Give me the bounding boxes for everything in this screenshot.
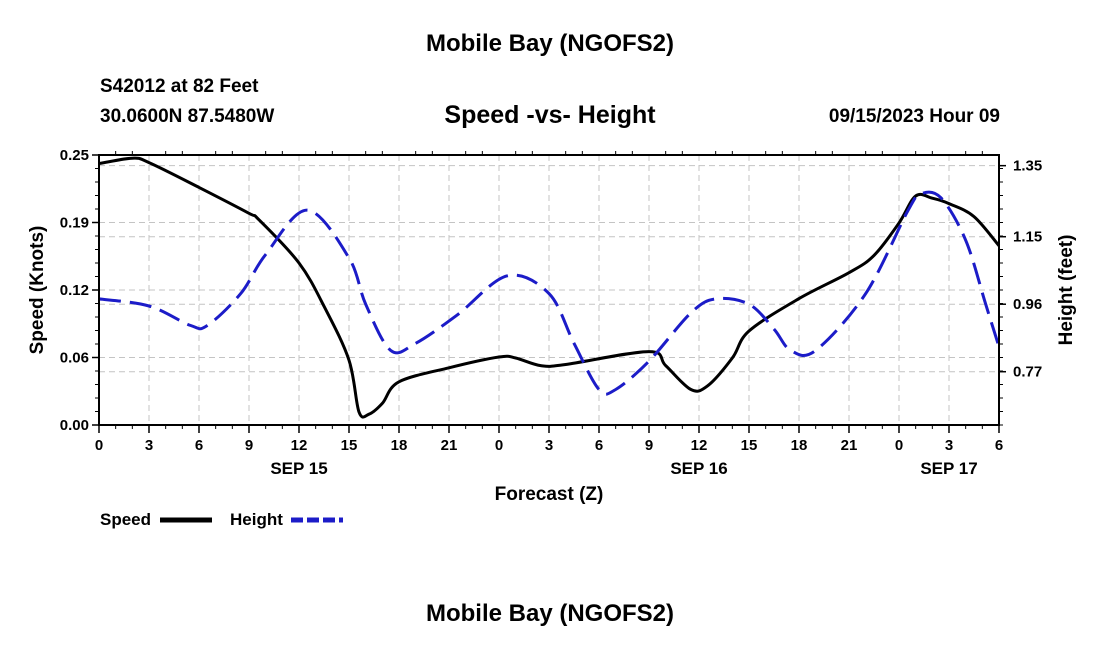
date-label: SEP 15 bbox=[270, 459, 327, 478]
date-label: SEP 17 bbox=[920, 459, 977, 478]
y-axis-right-title: Height (feet) bbox=[1056, 235, 1077, 346]
x-tick-label: 18 bbox=[391, 437, 408, 454]
plot-frame bbox=[98, 154, 1000, 426]
legend-label-speed: Speed bbox=[100, 510, 151, 529]
y-left-tick-label: 0.25 bbox=[60, 147, 89, 164]
x-tick-label: 3 bbox=[945, 437, 953, 454]
x-axis-title: Forecast (Z) bbox=[495, 484, 604, 505]
axis-labels: 0 3 6 9 12 15 18 21 0 3 6 9 12 15 18 21 0 3 6 SEP 15 SEP 16 S… bbox=[60, 147, 1042, 478]
series-line-speed bbox=[98, 156, 1001, 419]
x-tick-label: 9 bbox=[645, 437, 653, 454]
x-tick-label: 6 bbox=[995, 437, 1003, 454]
grid bbox=[99, 155, 999, 425]
x-tick-label: 0 bbox=[95, 437, 103, 454]
y-left-tick-label: 0.12 bbox=[60, 282, 89, 299]
x-tick-label: 15 bbox=[741, 437, 758, 454]
x-tick-label: 6 bbox=[595, 437, 603, 454]
station-label: S42012 at 82 Feet bbox=[100, 76, 259, 97]
x-tick-label: 0 bbox=[895, 437, 903, 454]
legend: Speed Height bbox=[100, 510, 343, 529]
y-left-tick-label: 0.00 bbox=[60, 417, 89, 434]
x-tick-label: 6 bbox=[195, 437, 203, 454]
x-tick-label: 0 bbox=[495, 437, 503, 454]
y-left-tick-label: 0.06 bbox=[60, 350, 89, 367]
y-axis-left-title: Speed (Knots) bbox=[27, 226, 48, 355]
x-tick-label: 12 bbox=[691, 437, 708, 454]
x-tick-label: 21 bbox=[841, 437, 858, 454]
footer-title: Mobile Bay (NGOFS2) bbox=[425, 600, 675, 627]
y-right-tick-label: 0.96 bbox=[1013, 296, 1042, 313]
series-lines bbox=[98, 156, 1001, 419]
legend-label-height: Height bbox=[230, 510, 283, 529]
datetime-label: 09/15/2023 Hour 09 bbox=[828, 106, 1000, 127]
x-tick-label: 15 bbox=[341, 437, 358, 454]
coordinates-label: 30.0600N 87.5480W bbox=[100, 106, 275, 127]
x-tick-label: 3 bbox=[545, 437, 553, 454]
x-tick-label: 12 bbox=[291, 437, 308, 454]
main-title: Mobile Bay (NGOFS2) bbox=[425, 30, 675, 57]
x-tick-label: 21 bbox=[441, 437, 458, 454]
y-left-tick-label: 0.19 bbox=[60, 215, 89, 232]
y-right-tick-label: 1.15 bbox=[1013, 229, 1042, 246]
y-right-tick-label: 0.77 bbox=[1013, 364, 1042, 381]
date-label: SEP 16 bbox=[670, 459, 727, 478]
x-tick-label: 3 bbox=[145, 437, 153, 454]
x-tick-label: 9 bbox=[245, 437, 253, 454]
y-right-tick-label: 1.35 bbox=[1013, 158, 1042, 175]
x-tick-label: 18 bbox=[791, 437, 808, 454]
chart-title: Speed -vs- Height bbox=[444, 101, 656, 129]
series-line-height bbox=[98, 190, 1001, 396]
